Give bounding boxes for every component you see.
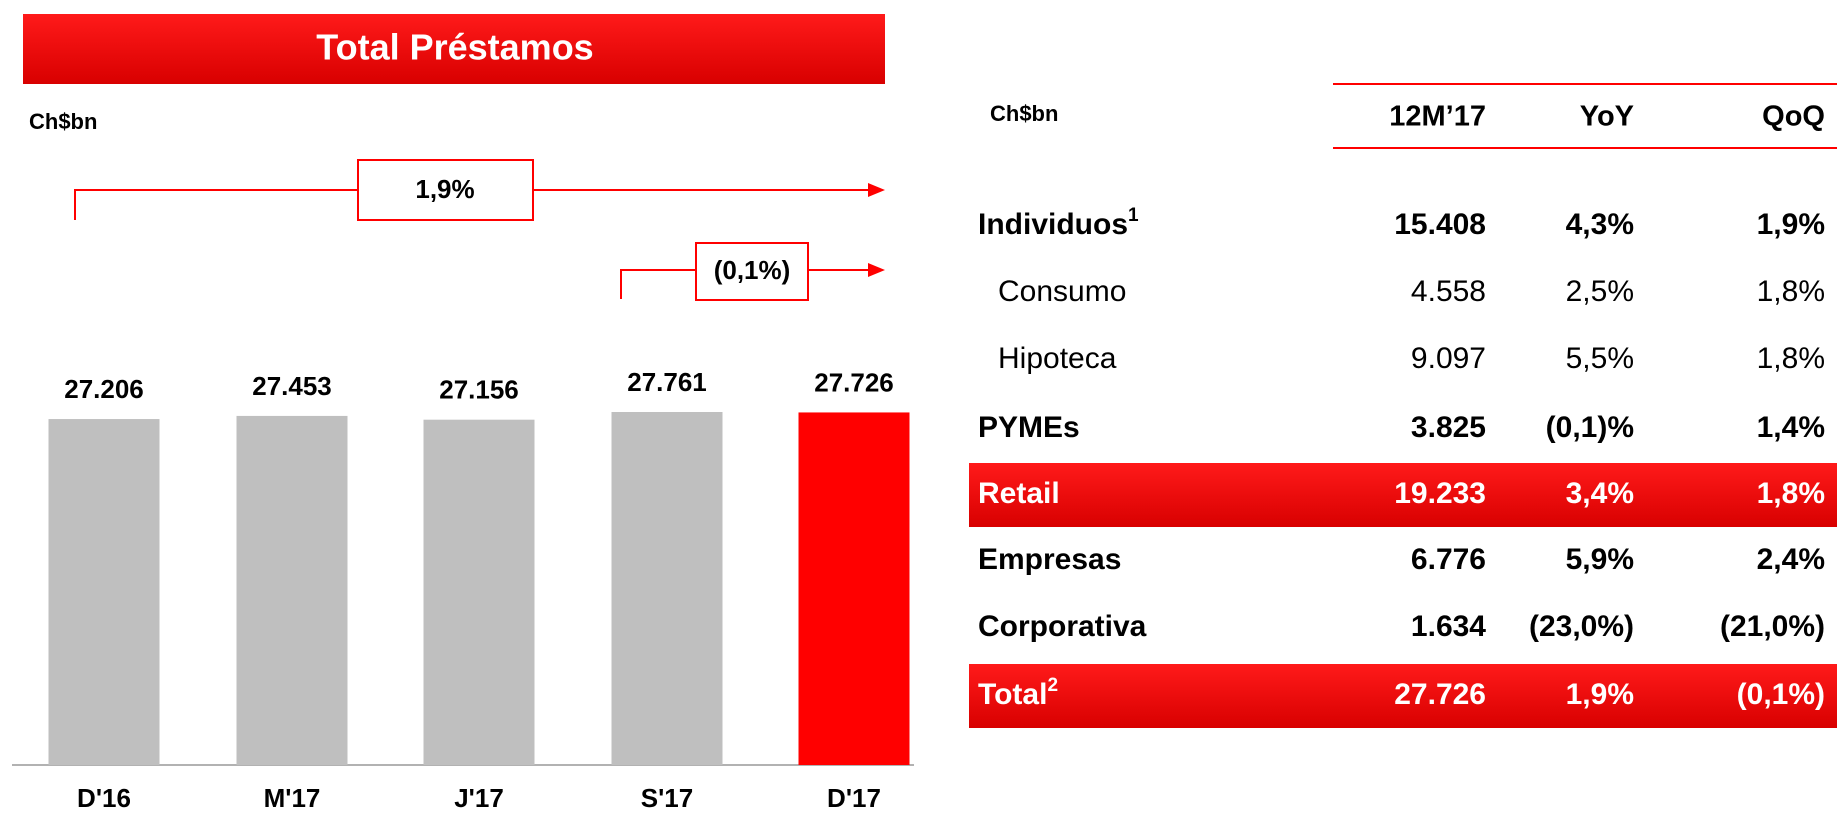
table-cell: Individuos1 bbox=[978, 205, 1139, 241]
header-rule bbox=[1333, 147, 1837, 149]
table-cell: 27.726 bbox=[1394, 678, 1486, 711]
annotation-box bbox=[357, 159, 534, 221]
row-highlight bbox=[969, 664, 1837, 728]
table-cell: (23,0%) bbox=[1529, 610, 1634, 643]
bar bbox=[48, 419, 160, 765]
value-label: 27.453 bbox=[252, 371, 332, 401]
table-cell: (0,1)% bbox=[1546, 411, 1634, 444]
table-cell: 5,9% bbox=[1566, 543, 1634, 576]
table-cell: 1,8% bbox=[1757, 342, 1825, 375]
table-header: Ch$bn bbox=[990, 101, 1058, 126]
title-banner bbox=[23, 14, 885, 84]
table-header: YoY bbox=[1580, 101, 1634, 133]
footnote-mark: 2 bbox=[1047, 675, 1058, 696]
table-cell: 1,9% bbox=[1757, 208, 1825, 241]
value-label: 27.156 bbox=[439, 375, 519, 405]
arrow-line bbox=[74, 189, 870, 220]
bar bbox=[423, 419, 535, 765]
header-rule bbox=[1333, 83, 1837, 85]
table-cell: 1,9% bbox=[1566, 678, 1634, 711]
bar bbox=[236, 415, 348, 765]
table-cell: Total2 bbox=[978, 675, 1058, 711]
x-tick-label: S'17 bbox=[641, 783, 693, 813]
table-cell: (21,0%) bbox=[1720, 610, 1825, 643]
table-cell: Corporativa bbox=[978, 610, 1147, 643]
value-label: 27.206 bbox=[64, 374, 144, 404]
table-cell: 4,3% bbox=[1566, 208, 1634, 241]
annotation-box bbox=[695, 242, 809, 301]
table-cell: Retail bbox=[978, 477, 1060, 510]
value-label: 27.726 bbox=[814, 367, 894, 397]
x-tick-label: J'17 bbox=[454, 783, 504, 813]
x-tick-label: D'16 bbox=[77, 783, 131, 813]
row-highlight bbox=[969, 463, 1837, 527]
table-cell: Empresas bbox=[978, 543, 1121, 576]
table-cell: 1,4% bbox=[1757, 411, 1825, 444]
value-label: 27.761 bbox=[627, 367, 707, 397]
annotation: (0,1%) bbox=[714, 255, 791, 285]
annotation: 1,9% bbox=[415, 174, 474, 204]
table-cell: 15.408 bbox=[1394, 208, 1486, 241]
table-cell: 2,5% bbox=[1566, 275, 1634, 308]
x-tick-label: M'17 bbox=[264, 783, 321, 813]
table-cell: 5,5% bbox=[1566, 342, 1634, 375]
chart-title: Total Préstamos bbox=[316, 27, 593, 68]
arrow-head bbox=[868, 183, 885, 197]
bar bbox=[611, 412, 723, 765]
table-cell: 6.776 bbox=[1411, 543, 1486, 576]
table-header: 12M’17 bbox=[1389, 101, 1486, 133]
table-cell: 1.634 bbox=[1411, 610, 1486, 643]
table-cell: 1,8% bbox=[1757, 477, 1825, 510]
table-cell: 3.825 bbox=[1411, 411, 1486, 444]
table-cell: Consumo bbox=[998, 275, 1126, 308]
table-cell: Hipoteca bbox=[998, 342, 1117, 375]
x-tick-label: D'17 bbox=[827, 783, 881, 813]
table-cell: 19.233 bbox=[1394, 477, 1486, 510]
table-cell: 9.097 bbox=[1411, 342, 1486, 375]
bar bbox=[798, 412, 910, 765]
table-cell: 2,4% bbox=[1757, 543, 1825, 576]
table-cell: 3,4% bbox=[1566, 477, 1634, 510]
unit-label: Ch$bn bbox=[29, 109, 97, 134]
table-cell: 4.558 bbox=[1411, 275, 1486, 308]
table-header: QoQ bbox=[1762, 101, 1825, 133]
arrow-head bbox=[868, 263, 885, 277]
footnote-mark: 1 bbox=[1128, 205, 1139, 226]
table-cell: 1,8% bbox=[1757, 275, 1825, 308]
table-cell: (0,1%) bbox=[1737, 678, 1825, 711]
table-cell: PYMEs bbox=[978, 411, 1080, 444]
